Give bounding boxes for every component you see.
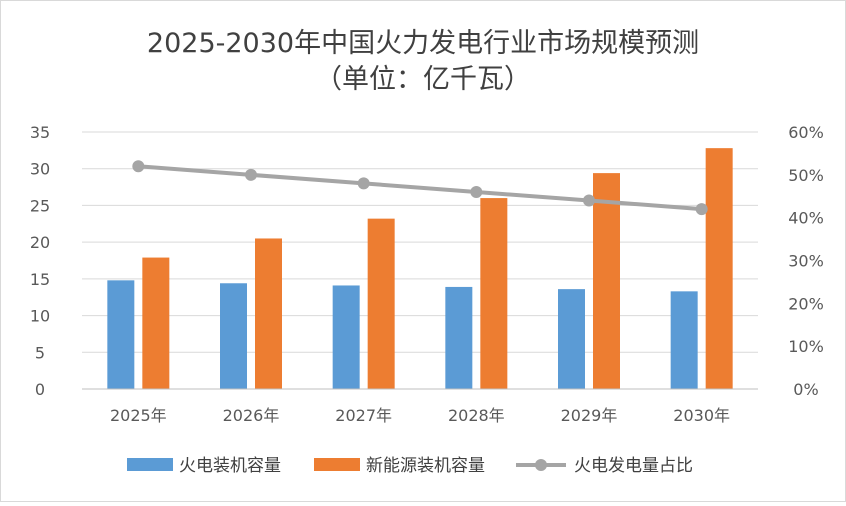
y-right-tick-label: 10% — [788, 337, 824, 356]
bar-thermal — [558, 289, 585, 389]
bar-thermal — [220, 283, 247, 389]
bar-thermal — [107, 280, 135, 389]
bars — [107, 148, 733, 389]
axes: 0 5 10 15 20 25 30 35 0% 10% 20% 30% 40% 50% 60% 2025年 2… — [30, 123, 824, 425]
y-right-tick-label: 0% — [793, 380, 818, 399]
line-series — [132, 160, 708, 216]
bar-renewable — [142, 257, 170, 389]
y-left-tick-label: 10 — [30, 307, 50, 326]
y-right-tick-label: 50% — [788, 166, 824, 185]
line-point — [357, 177, 370, 190]
chart-subtitle: （单位：亿千瓦） — [315, 64, 531, 95]
y-left-tick-label: 0 — [35, 380, 45, 399]
line-thermal-share — [138, 164, 702, 212]
bar-renewable — [593, 173, 620, 389]
line-point — [245, 168, 257, 181]
x-tick-label: 2028年 — [448, 406, 505, 425]
x-tick-label: 2029年 — [561, 406, 618, 425]
legend-swatch — [127, 458, 173, 471]
bar-renewable — [255, 238, 282, 389]
legend-swatch — [314, 458, 360, 471]
legend-label: 新能源装机容量 — [366, 456, 485, 476]
line-point — [132, 160, 145, 173]
x-tick-label: 2027年 — [335, 406, 392, 425]
y-left-tick-label: 30 — [30, 160, 50, 179]
bar-thermal — [332, 285, 360, 389]
y-right-tick-label: 20% — [788, 294, 824, 313]
y-left-tick-label: 25 — [30, 196, 50, 215]
x-tick-label: 2025年 — [110, 406, 167, 425]
legend-label: 火电发电量占比 — [574, 456, 693, 476]
x-tick-label: 2030年 — [673, 406, 730, 425]
bar-renewable — [705, 148, 733, 389]
line-point — [470, 185, 483, 198]
legend-swatch-marker — [535, 459, 547, 471]
y-left-tick-label: 15 — [30, 270, 50, 289]
bar-renewable — [480, 198, 508, 389]
y-left-tick-label: 5 — [35, 343, 45, 362]
legend: 火电装机容量 新能源装机容量 火电发电量占比 — [127, 456, 693, 476]
bar-thermal — [445, 286, 473, 389]
bar-renewable — [367, 218, 395, 389]
line-point — [695, 203, 708, 216]
y-right-tick-label: 60% — [788, 123, 824, 142]
bar-thermal — [670, 291, 698, 389]
y-right-tick-label: 40% — [788, 209, 824, 228]
y-right-tick-label: 30% — [788, 252, 824, 271]
y-left-tick-label: 35 — [30, 123, 50, 142]
x-tick-label: 2026年 — [223, 406, 280, 425]
legend-label: 火电装机容量 — [179, 456, 281, 476]
y-left-tick-label: 20 — [30, 233, 50, 252]
line-point — [583, 194, 595, 207]
chart-title: 2025-2030年中国火力发电行业市场规模预测 — [147, 28, 699, 59]
